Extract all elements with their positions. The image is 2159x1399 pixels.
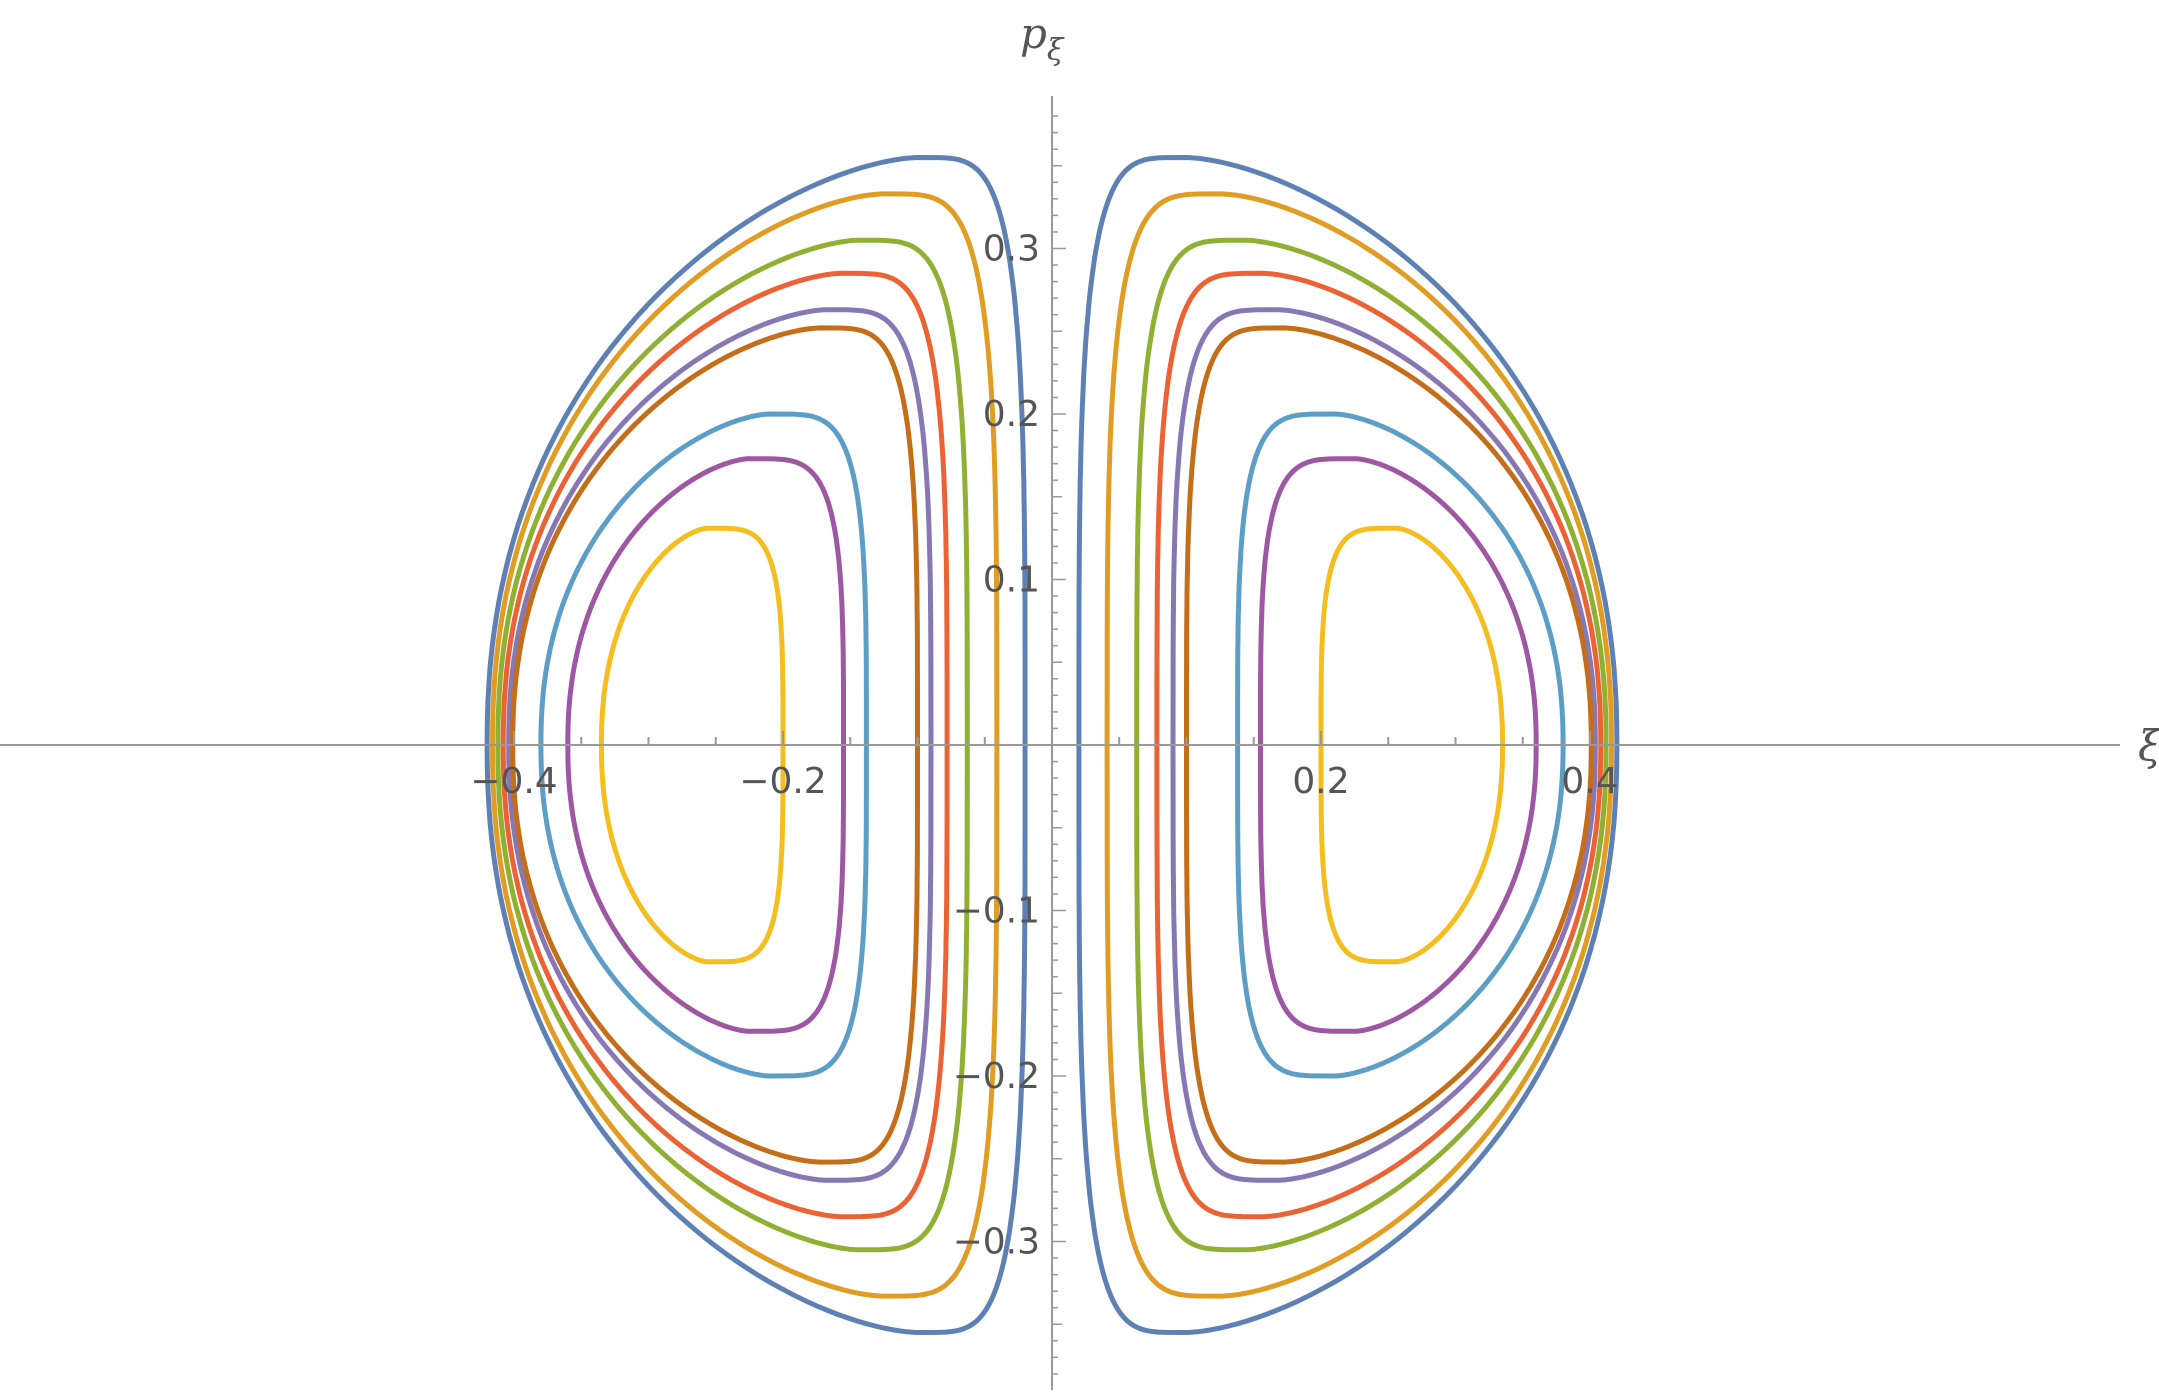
- axes-layer: −0.4 −0.2 0.2 0.4 −0.3 −0.2 −0.1 0.1 0.2 0.3: [0, 96, 2120, 1390]
- x-tick-label: −0.4: [470, 761, 557, 802]
- x-tick-label: 0.2: [1292, 761, 1349, 802]
- y-tick-label: −0.2: [953, 1056, 1040, 1097]
- labels-layer: ξ pξ: [1020, 9, 2159, 770]
- y-ticks: −0.3 −0.2 −0.1 0.1 0.2 0.3: [953, 115, 1066, 1375]
- y-axis-label-sub: ξ: [1047, 33, 1065, 68]
- y-axis-label-main: p: [1020, 9, 1047, 58]
- x-axis-label: ξ: [2138, 721, 2159, 770]
- y-tick-label: 0.2: [983, 394, 1040, 435]
- y-tick-label: −0.1: [953, 891, 1040, 932]
- y-tick-label: −0.3: [953, 1222, 1040, 1263]
- x-tick-label: −0.2: [739, 761, 826, 802]
- y-tick-label: 0.3: [983, 229, 1040, 270]
- x-tick-label: 0.4: [1561, 761, 1618, 802]
- y-tick-label: 0.1: [983, 560, 1040, 601]
- y-axis-label: pξ: [1020, 9, 1065, 68]
- x-ticks: −0.4 −0.2 0.2 0.4: [470, 731, 1619, 802]
